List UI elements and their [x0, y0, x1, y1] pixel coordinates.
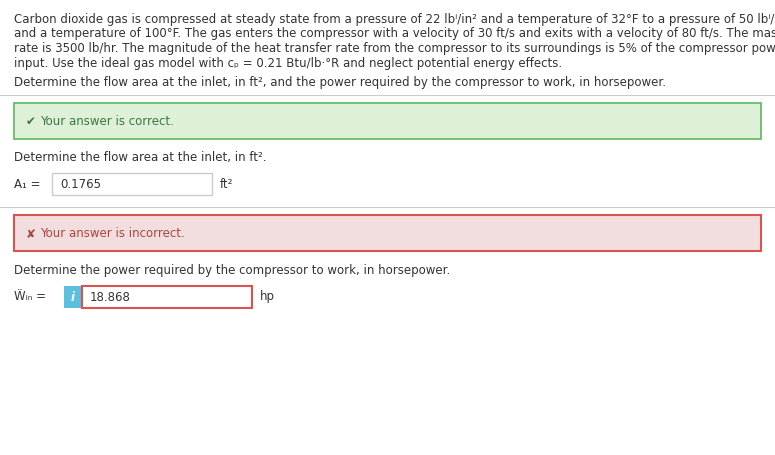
Text: Determine the flow area at the inlet, in ft².: Determine the flow area at the inlet, in…: [14, 151, 267, 164]
Text: Determine the flow area at the inlet, in ft², and the power required by the comp: Determine the flow area at the inlet, in…: [14, 76, 666, 89]
Text: input. Use the ideal gas model with cₚ = 0.21 Btu/lb·°R and neglect potential en: input. Use the ideal gas model with cₚ =…: [14, 56, 562, 69]
Text: A₁ =: A₁ =: [14, 177, 40, 191]
Text: Your answer is correct.: Your answer is correct.: [40, 115, 174, 128]
Text: Carbon dioxide gas is compressed at steady state from a pressure of 22 lbⁱ/in² a: Carbon dioxide gas is compressed at stea…: [14, 13, 775, 26]
Text: ft²: ft²: [220, 177, 233, 191]
Text: ✔: ✔: [26, 115, 36, 128]
Bar: [64, 286, 82, 308]
Text: Your answer is incorrect.: Your answer is incorrect.: [40, 227, 184, 240]
Text: ✘: ✘: [26, 227, 36, 240]
Text: and a temperature of 100°F. The gas enters the compressor with a velocity of 30 : and a temperature of 100°F. The gas ente…: [14, 27, 775, 40]
Bar: [82, 286, 252, 308]
Text: Determine the power required by the compressor to work, in horsepower.: Determine the power required by the comp…: [14, 263, 450, 276]
Text: i: i: [71, 290, 75, 303]
Text: hp: hp: [260, 290, 275, 303]
Text: Ẅᵢₙ =: Ẅᵢₙ =: [14, 290, 46, 303]
Text: 0.1765: 0.1765: [60, 178, 101, 191]
Bar: [14, 103, 761, 139]
Bar: [52, 174, 212, 196]
Text: rate is 3500 lb/hr. The magnitude of the heat transfer rate from the compressor : rate is 3500 lb/hr. The magnitude of the…: [14, 42, 775, 55]
Bar: [14, 216, 761, 252]
Text: 18.868: 18.868: [90, 290, 131, 303]
